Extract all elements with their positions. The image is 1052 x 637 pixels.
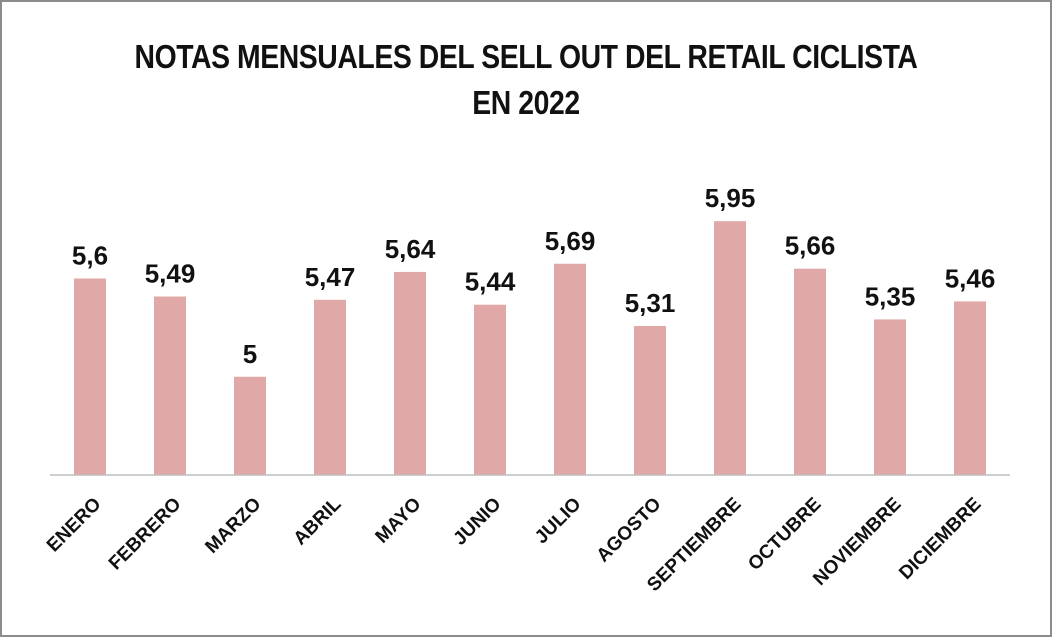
bar-abril: [314, 299, 346, 475]
bar-agosto: [634, 325, 666, 475]
value-labels-group: 5,6 5,49 5 5,47 5,64 5,44 5,69 5,31 5,95 5,66 5,35…: [72, 183, 995, 369]
category-label-diciembre: DICIEMBRE: [895, 494, 985, 584]
value-label-julio: 5,69: [545, 226, 596, 256]
value-label-abril: 5,47: [305, 262, 356, 292]
bar-julio: [554, 263, 586, 475]
category-label-febrero: FEBRERO: [105, 494, 186, 575]
chart-title: NOTAS MENSUALES DEL SELL OUT DEL RETAIL …: [75, 34, 976, 126]
category-label-octubre: OCTUBRE: [744, 494, 825, 575]
chart-title-line-2: EN 2022: [472, 84, 580, 121]
bar-septiembre: [714, 221, 746, 475]
chart-title-line-1: NOTAS MENSUALES DEL SELL OUT DEL RETAIL …: [134, 38, 918, 75]
category-label-enero: ENERO: [43, 494, 106, 557]
bar-mayo: [394, 271, 426, 475]
bar-enero: [74, 278, 106, 475]
value-label-septiembre: 5,95: [705, 183, 756, 213]
category-label-julio: JULIO: [531, 494, 585, 548]
category-label-marzo: MARZO: [201, 494, 265, 558]
bar-diciembre: [954, 301, 986, 475]
value-label-marzo: 5: [243, 339, 257, 369]
bar-marzo: [234, 376, 266, 475]
category-label-junio: JUNIO: [450, 494, 506, 550]
value-label-enero: 5,6: [72, 241, 108, 271]
value-label-noviembre: 5,35: [865, 281, 916, 311]
bar-junio: [474, 304, 506, 475]
category-labels-group: ENERO FEBRERO MARZO ABRIL MAYO JUNIO JULIO AGOS…: [43, 493, 986, 595]
bars-group: [74, 221, 986, 475]
value-label-junio: 5,44: [465, 267, 516, 297]
category-label-mayo: MAYO: [372, 494, 426, 548]
category-label-agosto: AGOSTO: [593, 494, 666, 567]
value-label-diciembre: 5,46: [945, 263, 996, 293]
value-label-octubre: 5,66: [785, 231, 836, 261]
value-label-agosto: 5,31: [625, 288, 676, 318]
value-label-febrero: 5,49: [145, 259, 196, 289]
bar-febrero: [154, 296, 186, 475]
category-label-abril: ABRIL: [290, 493, 346, 549]
bar-noviembre: [874, 319, 906, 475]
bar-octubre: [794, 268, 826, 475]
value-label-mayo: 5,64: [385, 234, 436, 264]
